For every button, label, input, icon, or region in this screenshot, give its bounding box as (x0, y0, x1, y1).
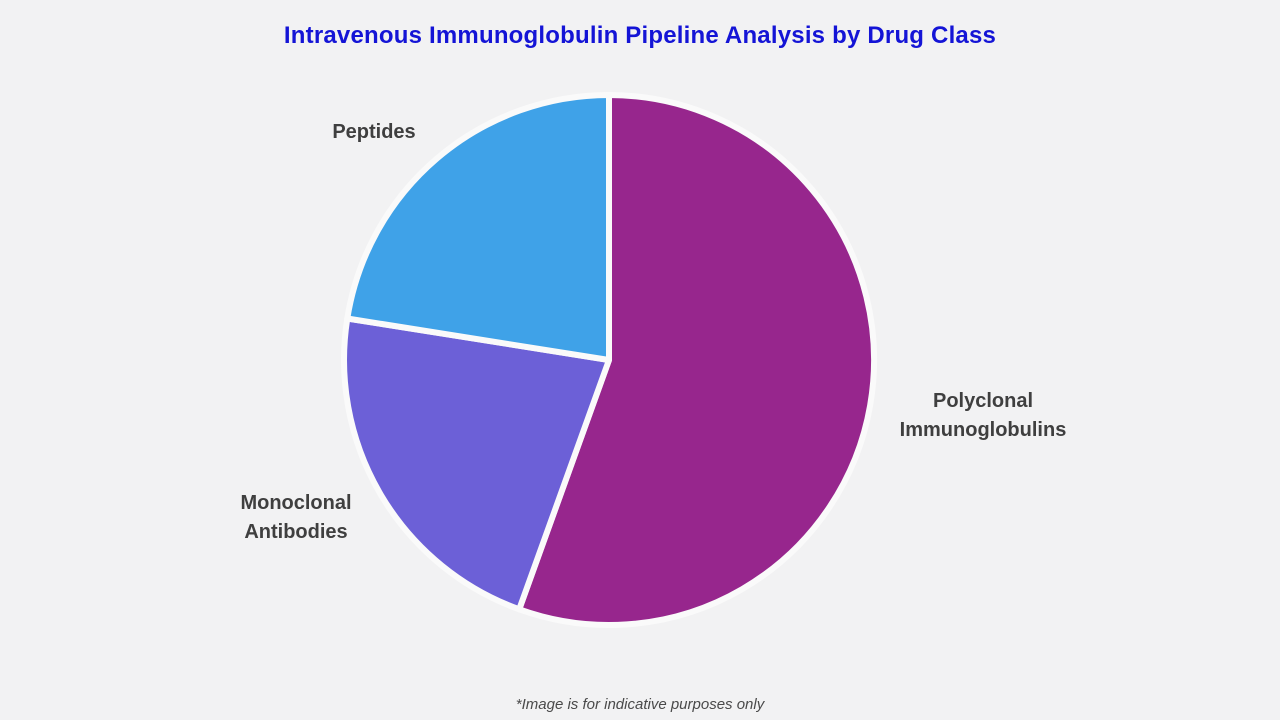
slice-label-monoclonal-antibodies: Monoclonal Antibodies (240, 492, 352, 543)
chart-title: Intravenous Immunoglobulin Pipeline Anal… (283, 22, 997, 49)
slice-label-polyclonal-immunoglobulins: Polyclonal Immunoglobulins (899, 390, 1067, 441)
slice-label-peptides: Peptides (332, 121, 416, 143)
pie-slice-polyclonal-immunoglobulins (516, 92, 878, 628)
pie-slice-monoclonal-antibodies (341, 315, 612, 613)
disclaimer-text: *Image is for indicative purposes only (515, 696, 765, 713)
pie-slice-peptides (344, 92, 612, 363)
